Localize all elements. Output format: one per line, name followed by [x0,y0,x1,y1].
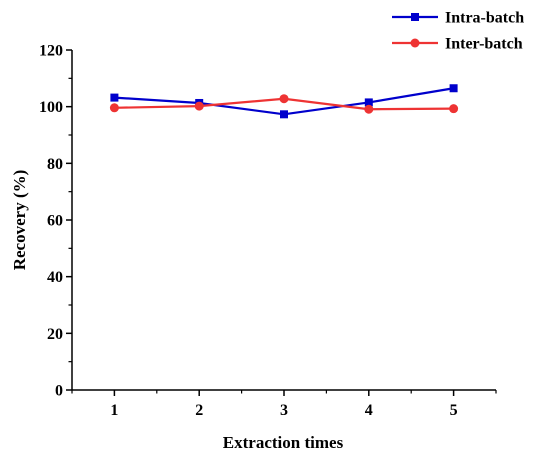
legend-entry: Inter-batch [392,36,523,53]
y-tick-label: 0 [55,383,63,400]
y-tick-label: 120 [39,43,63,60]
data-point [109,103,119,113]
legend-label: Inter-batch [445,36,523,53]
x-tick-label: 2 [195,402,203,419]
data-point [449,104,459,114]
y-tick-label: 40 [47,269,63,286]
legend-entry: Intra-batch [392,10,524,27]
legend: Intra-batch Inter-batch [392,10,524,53]
y-tick-label: 60 [47,213,63,230]
data-point [364,98,373,107]
series-layer [109,84,459,119]
legend-label: Intra-batch [445,10,524,27]
data-point [194,101,204,111]
x-tick-label: 3 [280,402,288,419]
y-axis-label: Recovery (%) [10,170,29,271]
x-tick-label: 1 [110,402,118,419]
x-tick-label: 5 [450,402,458,419]
y-tick-label: 100 [39,99,63,116]
x-ticks: 1 2 3 4 5 [71,390,497,419]
legend-marker [410,38,420,48]
y-ticks: 0 20 40 60 80 100 120 [39,43,72,400]
y-tick-label: 80 [47,156,63,173]
data-point [279,94,289,104]
legend-marker [411,13,419,21]
y-tick-label: 20 [47,326,63,343]
data-point [280,110,288,119]
data-point [364,104,374,114]
series-inter-batch [109,94,459,114]
data-point [110,93,119,102]
x-axis-label: Extraction times [223,433,344,452]
data-point [449,84,458,93]
x-tick-label: 4 [365,402,373,419]
